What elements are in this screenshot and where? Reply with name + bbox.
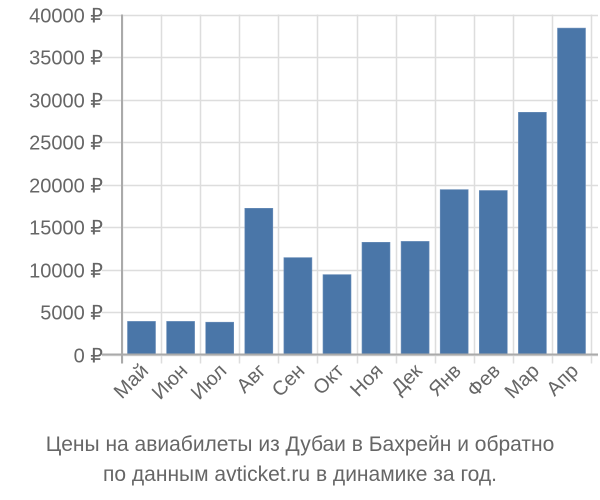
axes [102, 14, 598, 364]
bars [127, 27, 586, 355]
x-tick-label: Май [110, 360, 153, 403]
y-tick-label: 30000 ₽ [29, 91, 103, 113]
x-tick-label: Мар [501, 360, 544, 403]
x-tick-label: Апр [542, 360, 583, 401]
bar-Мар [518, 112, 547, 355]
grid-lines [102, 14, 598, 364]
bar-Май [127, 321, 156, 355]
bar-Дек [400, 241, 430, 355]
x-tick-label: Ноя [346, 360, 387, 401]
bar-Фев [478, 190, 508, 355]
x-tick-label: Дек [387, 360, 426, 399]
bar-Сен [283, 257, 313, 355]
bar-Окт [322, 274, 352, 355]
y-tick-label: 20000 ₽ [29, 176, 103, 198]
bar-Янв [439, 189, 469, 355]
y-tick-label: 0 ₽ [74, 346, 104, 368]
x-tick-label: Янв [425, 360, 466, 401]
bar-Ноя [361, 242, 391, 355]
y-tick-label: 10000 ₽ [29, 261, 103, 283]
x-tick-label: Июн [148, 360, 192, 404]
y-tick-label: 5000 ₽ [40, 303, 103, 325]
chart-caption-line-2: по данным avticket.ru в динамике за год. [103, 463, 497, 486]
x-tick-label: Июл [187, 360, 231, 404]
chart-caption-line-1: Цены на авиабилеты из Дубаи в Бахрейн и … [45, 433, 555, 456]
y-axis-labels: 0 ₽ 5000 ₽ 10000 ₽ 15000 ₽ 20000 ₽ 25000 ₽ 300… [29, 6, 103, 368]
x-tick-label: Авг [233, 360, 271, 398]
x-tick-label: Фев [463, 360, 505, 402]
bar-Июн [166, 321, 195, 355]
y-tick-label: 40000 ₽ [29, 6, 103, 28]
bar-Апр [557, 27, 586, 355]
bar-Авг [244, 208, 274, 355]
x-tick-label: Сен [268, 360, 309, 401]
bar-Июл [205, 321, 234, 355]
y-tick-label: 15000 ₽ [29, 218, 103, 240]
x-tick-label: Окт [309, 360, 348, 399]
y-tick-label: 25000 ₽ [29, 133, 103, 155]
y-tick-label: 35000 ₽ [29, 48, 103, 70]
